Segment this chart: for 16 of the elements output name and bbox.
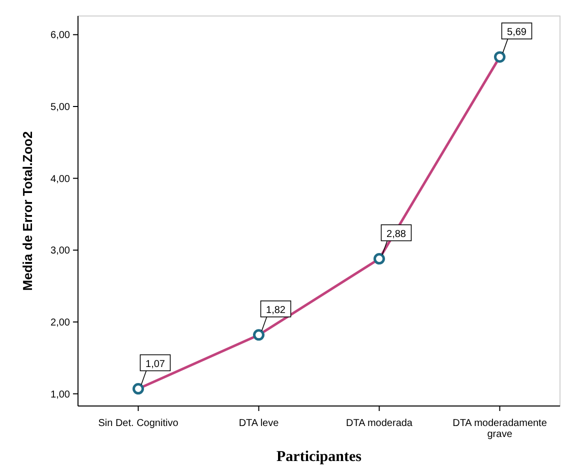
y-axis-title: Media de Error Total.Zoo2 [20,131,35,291]
y-tick-label: 4,00 [50,174,70,185]
x-axis-title: Participantes [276,449,362,465]
x-tick-label: Sin Det. Cognitivo [98,418,179,429]
data-label: 1,82 [266,304,286,316]
x-tick-label: DTA leve [238,418,280,429]
y-tick-label: 6,00 [50,30,70,42]
data-label: 2,88 [386,228,406,240]
y-tick-label: 3,00 [50,246,70,257]
data-label: 5,69 [507,26,527,38]
data-label: 1,07 [146,358,166,370]
x-tick-label: DTA moderada [346,418,413,429]
x-tick-label: DTA moderadamente grave [452,418,548,440]
y-tick-label: 2,00 [50,317,70,328]
y-tick-label: 1,00 [50,389,70,400]
y-tick-label: 5,00 [50,102,70,113]
